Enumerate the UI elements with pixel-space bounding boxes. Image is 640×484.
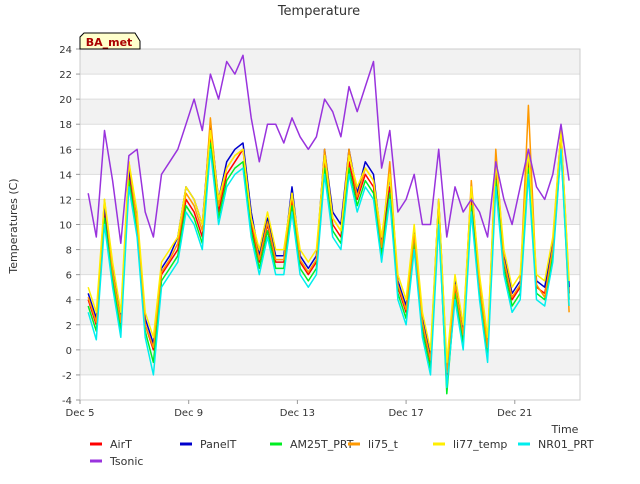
legend-label-panelt: PanelT bbox=[200, 438, 237, 451]
y-tick-label: 22 bbox=[59, 70, 72, 81]
grid-band bbox=[80, 49, 580, 75]
grid-band bbox=[80, 349, 580, 375]
station-badge: BA_met bbox=[79, 32, 141, 50]
y-tick-label: 10 bbox=[59, 221, 72, 232]
plot-bands bbox=[80, 48, 580, 401]
legend-label-li75-t: li75_t bbox=[368, 438, 399, 451]
grid-band bbox=[80, 299, 580, 325]
legend-label-airt: AirT bbox=[110, 438, 132, 451]
badge-box bbox=[79, 32, 141, 50]
legend-label-nr01-prt: NR01_PRT bbox=[538, 438, 594, 451]
y-tick-label: 18 bbox=[59, 120, 72, 131]
grid-band bbox=[80, 99, 580, 125]
y-tick-label: 12 bbox=[59, 195, 72, 206]
x-tick-label: Dec 5 bbox=[66, 408, 95, 419]
y-axis-label: Temperatures (C) bbox=[7, 178, 20, 274]
y-tick-label: 16 bbox=[59, 145, 72, 156]
series-lines bbox=[87, 54, 570, 395]
y-tick-label: 2 bbox=[66, 321, 72, 332]
series-line-tsonic bbox=[87, 54, 570, 245]
legend-label-li77-temp: li77_temp bbox=[453, 438, 507, 451]
y-tick-label: -4 bbox=[62, 396, 72, 407]
x-axis-label: Time bbox=[551, 423, 579, 436]
grid-band bbox=[80, 74, 580, 100]
legend: AirT PanelT AM25T_PRT li75_t li77_temp NR01_P… bbox=[90, 438, 594, 468]
y-tick-label: -2 bbox=[62, 371, 72, 382]
y-tick-label: 24 bbox=[59, 45, 72, 56]
x-tick-label: Dec 17 bbox=[388, 408, 423, 419]
chart-title: Temperature bbox=[277, 4, 360, 19]
x-tick-label: Dec 21 bbox=[497, 408, 532, 419]
x-tick-label: Dec 13 bbox=[280, 408, 315, 419]
y-tick-label: 4 bbox=[66, 296, 72, 307]
y-tick-label: 20 bbox=[59, 95, 72, 106]
x-tick-label: Dec 9 bbox=[174, 408, 203, 419]
series-line-nr01-prt bbox=[87, 148, 570, 389]
grid-band bbox=[80, 149, 580, 175]
legend-label-tsonic: Tsonic bbox=[109, 455, 143, 468]
y-tick-label: 0 bbox=[66, 346, 72, 357]
grid-band bbox=[80, 224, 580, 250]
legend-label-am25t-prt: AM25T_PRT bbox=[290, 438, 354, 451]
series-line-li77-temp bbox=[87, 129, 570, 364]
y-tick-label: 8 bbox=[66, 246, 72, 257]
grid-band bbox=[80, 324, 580, 350]
y-tick-label: 6 bbox=[66, 271, 72, 282]
grid-band bbox=[80, 124, 580, 150]
y-tick-label: 14 bbox=[59, 170, 72, 181]
grid-band bbox=[80, 374, 580, 400]
badge-label: BA_met bbox=[86, 36, 133, 49]
x-axis: Dec 5 Dec 9 Dec 13 Dec 17 Dec 21 bbox=[66, 400, 532, 419]
